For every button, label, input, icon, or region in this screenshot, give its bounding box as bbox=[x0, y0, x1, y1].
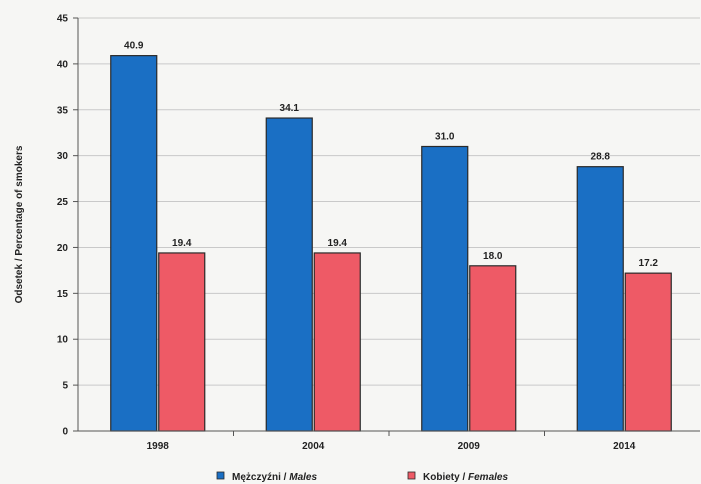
data-label: 34.1 bbox=[280, 103, 300, 114]
bar-males-2004 bbox=[265, 117, 313, 432]
legend-entry: Kobiety / Females bbox=[423, 472, 508, 483]
data-label: 18.0 bbox=[483, 251, 503, 262]
y-tick-label: 15 bbox=[57, 289, 69, 300]
data-label: 40.9 bbox=[124, 41, 144, 52]
bars bbox=[110, 55, 672, 432]
legend-swatch bbox=[407, 471, 416, 480]
data-labels: 40.9 19.4 34.1 19.4 31.0 18.0 28.8 17.2 bbox=[124, 41, 658, 270]
data-label: 19.4 bbox=[172, 238, 192, 249]
y-tick-label: 45 bbox=[57, 14, 69, 25]
y-axis-ticks: 0 5 10 15 20 25 30 35 40 45 bbox=[57, 14, 78, 438]
bar-males-2014 bbox=[576, 166, 624, 432]
bar-females-1998 bbox=[158, 252, 206, 432]
y-axis-label: Odsetek / Percentage of smokers bbox=[14, 145, 25, 303]
data-label: 28.8 bbox=[591, 152, 611, 163]
y-tick-label: 25 bbox=[57, 197, 69, 208]
data-label: 17.2 bbox=[639, 258, 659, 269]
data-label: 31.0 bbox=[435, 131, 455, 142]
x-tick-label: 2014 bbox=[613, 441, 636, 452]
data-label: 19.4 bbox=[328, 238, 348, 249]
y-tick-label: 10 bbox=[57, 335, 69, 346]
y-tick-label: 30 bbox=[57, 151, 69, 162]
bar-females-2014 bbox=[624, 272, 672, 432]
y-tick-label: 35 bbox=[57, 105, 69, 116]
legend-swatch bbox=[216, 471, 225, 480]
y-tick-label: 0 bbox=[62, 427, 68, 438]
legend-entry: Mężczyźni / Males bbox=[232, 472, 317, 483]
x-tick-label: 1998 bbox=[147, 441, 170, 452]
bar-females-2004 bbox=[313, 252, 361, 432]
bar-males-1998 bbox=[110, 55, 158, 432]
bar-females-2009 bbox=[469, 265, 517, 432]
legend: Mężczyźni / Males Kobiety / Females bbox=[216, 471, 508, 483]
y-tick-label: 5 bbox=[62, 381, 68, 392]
x-axis-ticks: 1998 2004 2009 2014 bbox=[147, 431, 636, 452]
x-tick-label: 2004 bbox=[302, 441, 325, 452]
y-tick-label: 20 bbox=[57, 243, 69, 254]
x-tick-label: 2009 bbox=[458, 441, 481, 452]
bar-males-2009 bbox=[421, 145, 469, 432]
y-tick-label: 40 bbox=[57, 59, 69, 70]
